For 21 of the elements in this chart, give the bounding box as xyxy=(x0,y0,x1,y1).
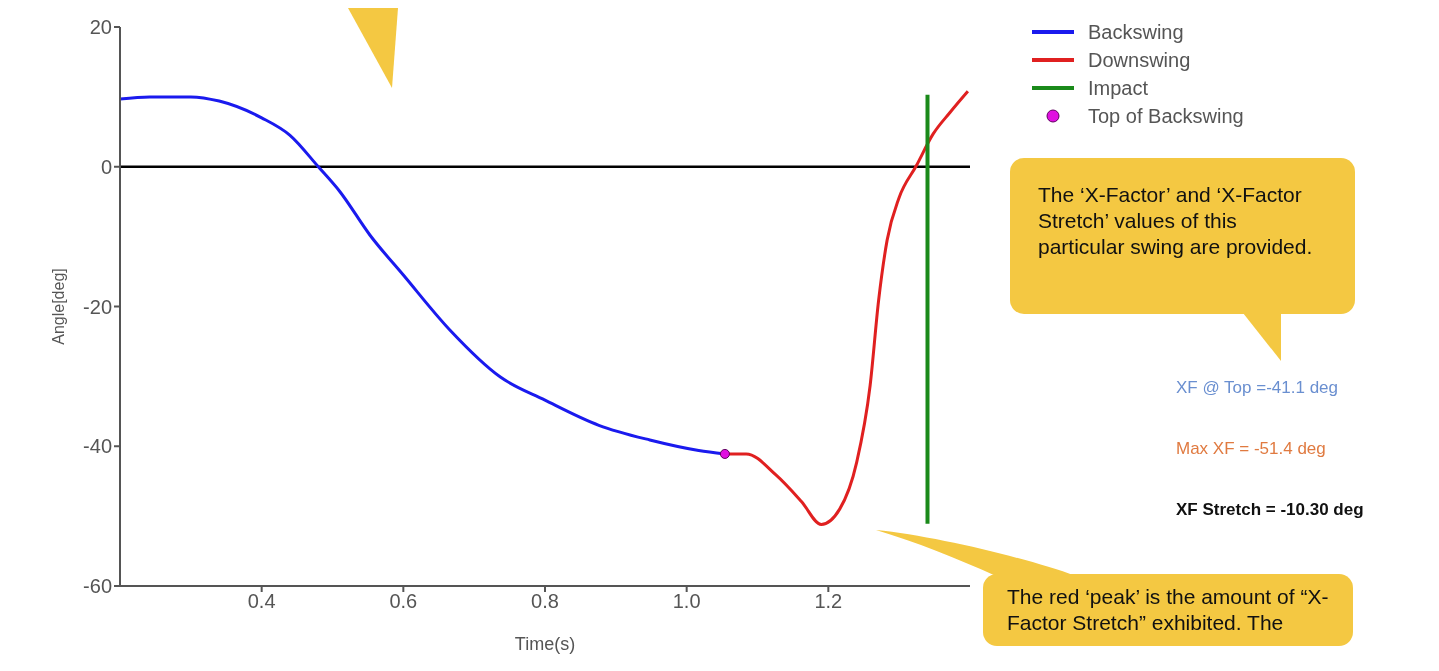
legend-label: Impact xyxy=(1088,76,1149,100)
legend-label: Top of Backswing xyxy=(1088,104,1244,128)
legend-label: Backswing xyxy=(1088,20,1184,44)
y-tick-label: -60 xyxy=(83,575,112,598)
y-tick-label: -20 xyxy=(83,295,112,318)
legend-label: Downswing xyxy=(1088,48,1191,72)
y-tick-label: 20 xyxy=(89,16,112,39)
text: XF Stretch = -10.30 deg xyxy=(1176,500,1364,520)
x-tick-label: 0.8 xyxy=(531,590,559,613)
x-tick-label: 1.0 xyxy=(672,590,701,613)
x-axis-title: Time(s) xyxy=(514,634,576,654)
x-tick-label: 0.4 xyxy=(247,590,276,613)
text: The ‘X-Factor’ and ‘X-Factor Stretch’ values of this particular swing are provided. xyxy=(1010,158,1355,314)
x-tick-label: 1.2 xyxy=(814,590,843,613)
text: The red ‘peak’ is the amount of “X-Factor Stretch” exhibited. The xyxy=(983,574,1353,646)
y-tick-label: 0 xyxy=(100,155,112,178)
y-axis-title: Angle[deg] xyxy=(49,268,67,345)
text: Max XF = -51.4 deg xyxy=(1176,439,1326,459)
y-tick-label: -40 xyxy=(83,435,112,458)
x-tick-label: 0.6 xyxy=(389,590,418,613)
text: XF @ Top =-41.1 deg xyxy=(1176,378,1339,398)
